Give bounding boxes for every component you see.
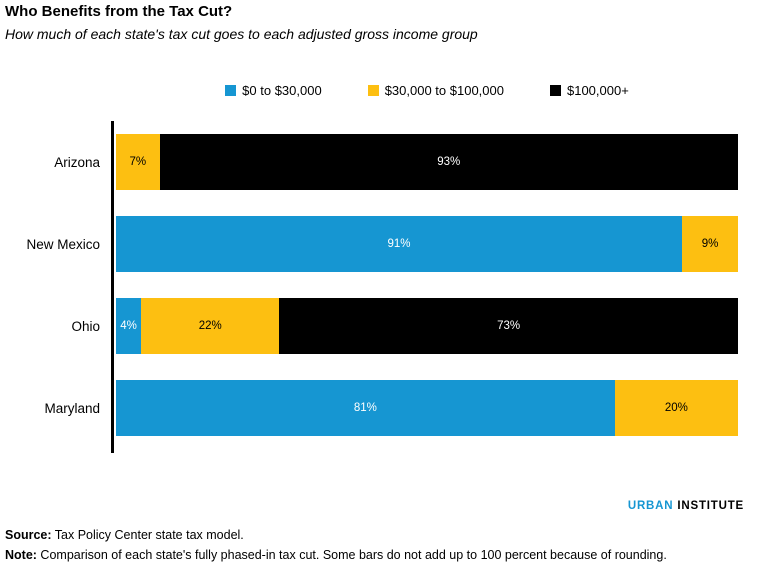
legend-label: $30,000 to $100,000 <box>384 83 504 98</box>
note-text: Comparison of each state's fully phased-… <box>36 548 667 562</box>
category-label: New Mexico <box>26 236 100 252</box>
bar-segments: 4% 22% 73% <box>116 298 738 354</box>
note-label: Note: <box>5 548 37 562</box>
bar-value-label: 9% <box>701 238 719 250</box>
legend: $0 to $30,000 $30,000 to $100,000 $100,000… <box>116 83 738 98</box>
bar-value-label: 93% <box>437 156 461 168</box>
legend-item: $0 to $30,000 <box>225 83 322 98</box>
chart-subtitle: How much of each state's tax cut goes to… <box>5 26 478 42</box>
bar-segment: 9% <box>682 216 738 272</box>
bar-value-label: 4% <box>120 320 137 332</box>
bar-row: Maryland 81% 20% <box>44 380 738 436</box>
logo-word-urban: URBAN <box>627 500 674 512</box>
source-label: Source: <box>5 528 52 542</box>
legend-label: $0 to $30,000 <box>242 83 322 98</box>
legend-swatch-icon <box>367 85 379 96</box>
bar-segment: 4% <box>116 298 142 354</box>
urban-institute-logo: URBAN INSTITUTE <box>628 500 744 512</box>
bar-row: Arizona 7% 93% <box>54 134 738 190</box>
bar-segment: 73% <box>279 298 738 354</box>
bar-value-label: 22% <box>198 320 222 332</box>
note-line: Note: Comparison of each state's fully p… <box>5 548 667 562</box>
bar-segment: 20% <box>614 380 738 436</box>
bar-value-label: 91% <box>387 238 411 250</box>
legend-item: $30,000 to $100,000 <box>367 83 504 98</box>
bar-segment: 91% <box>116 216 683 272</box>
bar-segment: 7% <box>116 134 160 190</box>
bar-segment: 93% <box>159 134 738 190</box>
source-line: Source: Tax Policy Center state tax mode… <box>5 528 244 542</box>
category-label: Ohio <box>71 318 100 334</box>
legend-swatch-icon <box>225 85 237 96</box>
chart-title: Who Benefits from the Tax Cut? <box>5 3 233 20</box>
legend-label: $100,000+ <box>566 83 629 98</box>
bar-segments: 81% 20% <box>116 380 738 436</box>
category-label: Maryland <box>44 400 100 416</box>
bar-row: Ohio 4% 22% 73% <box>71 298 738 354</box>
bar-segment: 22% <box>141 298 280 354</box>
bar-segments: 7% 93% <box>116 134 738 190</box>
bar-segments: 91% 9% <box>116 216 738 272</box>
bar-value-label: 81% <box>353 402 377 414</box>
source-text: Tax Policy Center state tax model. <box>51 528 244 542</box>
bar-value-label: 20% <box>664 402 688 414</box>
bar-segment: 81% <box>116 380 615 436</box>
bar-row: New Mexico 91% 9% <box>26 216 738 272</box>
category-label: Arizona <box>54 154 100 170</box>
bar-value-label: 73% <box>497 320 521 332</box>
legend-item: $100,000+ <box>549 83 629 98</box>
plot-area: Arizona 7% 93% New Mexico 91% 9% Ohio 4% 22% 73% M… <box>26 134 738 436</box>
legend-swatch-icon <box>549 85 561 96</box>
bar-value-label: 7% <box>129 156 147 168</box>
y-axis-line <box>111 121 114 453</box>
logo-word-institute: INSTITUTE <box>677 500 744 512</box>
